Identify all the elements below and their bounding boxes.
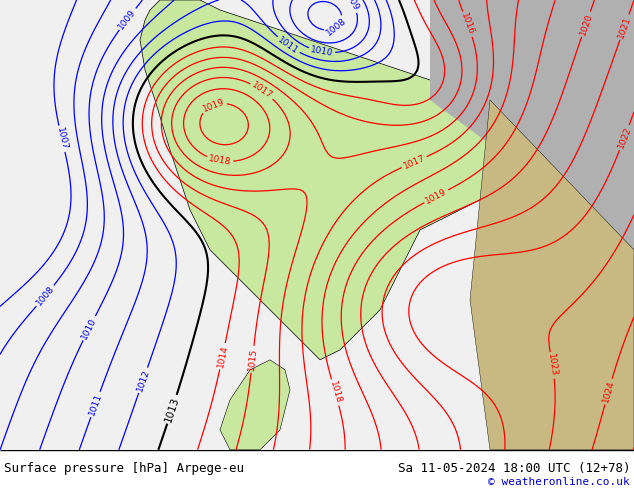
Text: 1016: 1016	[460, 12, 476, 36]
Polygon shape	[470, 100, 634, 450]
Text: 1007: 1007	[55, 126, 69, 151]
Text: Sa 11-05-2024 18:00 UTC (12+78): Sa 11-05-2024 18:00 UTC (12+78)	[398, 462, 630, 475]
Text: 1019: 1019	[424, 187, 448, 206]
Polygon shape	[430, 0, 634, 250]
Text: 1024: 1024	[601, 379, 616, 404]
Text: 1018: 1018	[328, 380, 342, 405]
Text: 1009: 1009	[341, 0, 360, 13]
Text: 1010: 1010	[309, 45, 334, 58]
Text: 1014: 1014	[216, 344, 230, 368]
Text: 1022: 1022	[616, 125, 633, 150]
Text: 1011: 1011	[87, 392, 103, 417]
Text: 1020: 1020	[578, 12, 594, 36]
Text: 1021: 1021	[616, 15, 633, 39]
Text: 1017: 1017	[402, 153, 427, 171]
Polygon shape	[220, 360, 290, 450]
Text: 1015: 1015	[247, 347, 258, 371]
Text: 1012: 1012	[135, 368, 151, 392]
Polygon shape	[140, 0, 520, 360]
Text: 1008: 1008	[34, 284, 56, 308]
Text: 1019: 1019	[201, 97, 226, 114]
Text: 1011: 1011	[276, 35, 301, 55]
Text: 1023: 1023	[547, 353, 559, 377]
Text: © weatheronline.co.uk: © weatheronline.co.uk	[488, 477, 630, 487]
Text: 1010: 1010	[80, 316, 98, 341]
Text: Surface pressure [hPa] Arpege-eu: Surface pressure [hPa] Arpege-eu	[4, 462, 244, 475]
Text: 1009: 1009	[117, 7, 138, 31]
Text: 1008: 1008	[325, 17, 349, 38]
Text: 1017: 1017	[250, 80, 274, 101]
Text: 1018: 1018	[208, 154, 232, 167]
Text: 1013: 1013	[163, 395, 181, 423]
